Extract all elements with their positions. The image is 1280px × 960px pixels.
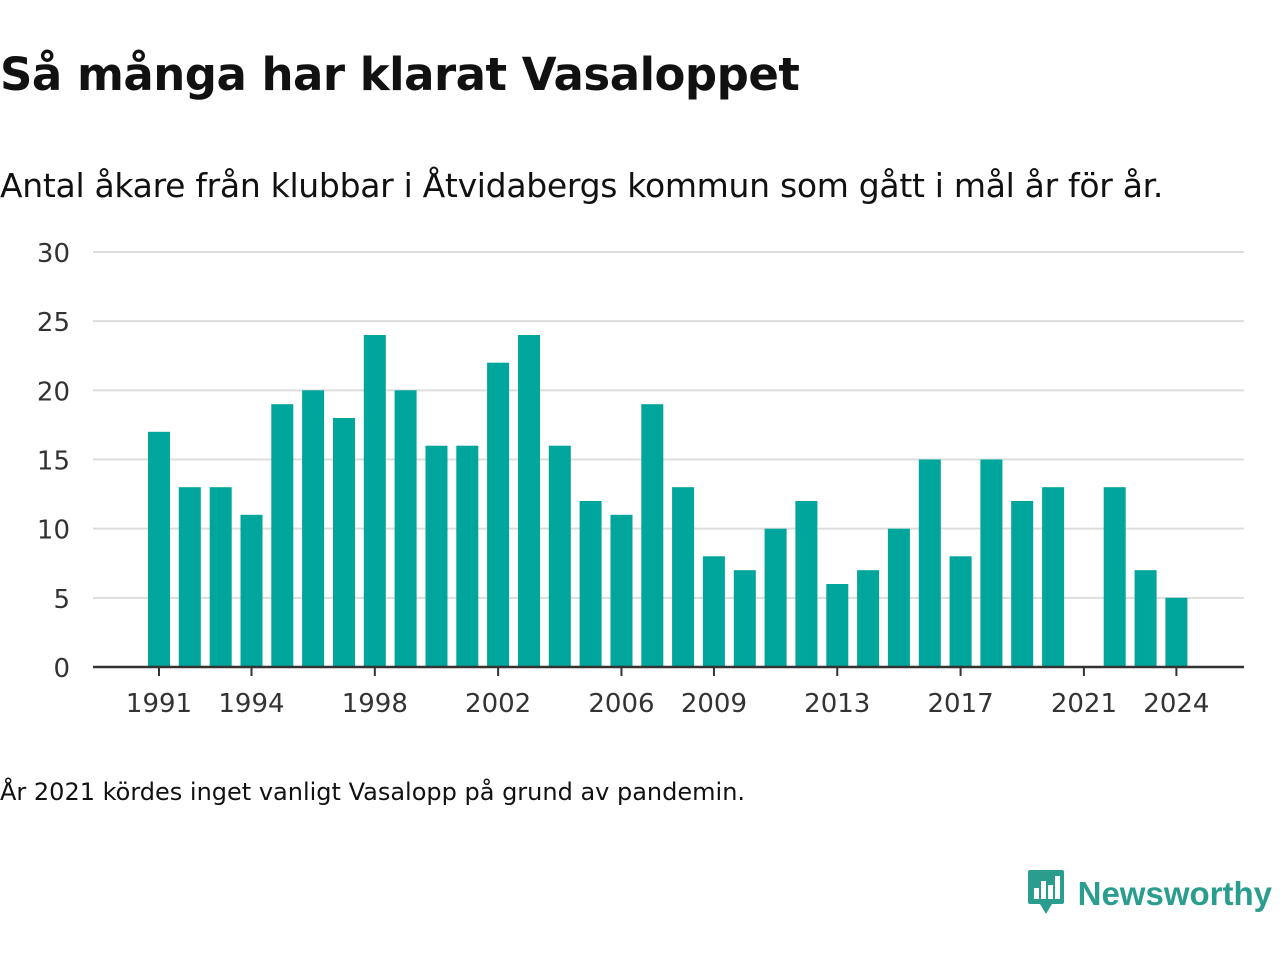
- bar-chart: 0 5 10 15 20 25 30 1991 1994 1998 2002 2006 2009 2013…: [37, 239, 1244, 719]
- y-tick-label: 10: [37, 516, 70, 546]
- x-tick-label: 2013: [804, 689, 870, 719]
- bar-2006: [610, 514, 633, 667]
- bar-2015: [887, 528, 910, 667]
- gridlines: [93, 251, 1244, 599]
- bar-2011: [764, 528, 787, 667]
- bar-1992: [178, 487, 201, 667]
- bar-2023: [1134, 570, 1157, 667]
- bar-2018: [980, 459, 1003, 667]
- bar-2017: [949, 556, 972, 667]
- x-tick-label: 1991: [126, 689, 192, 719]
- y-tick-label: 0: [53, 654, 70, 684]
- x-tick-label: 1994: [218, 689, 284, 719]
- bar-2024: [1165, 597, 1188, 667]
- brand-name: Newsworthy: [1077, 875, 1272, 912]
- y-tick-label: 30: [37, 239, 70, 269]
- bar-2013: [826, 584, 849, 667]
- bar-2002: [487, 362, 510, 667]
- x-tick-label: 2024: [1143, 689, 1209, 719]
- x-tick-label: 2002: [465, 689, 531, 719]
- bar-1997: [333, 418, 355, 667]
- bar-1991: [148, 431, 170, 667]
- bar-2014: [857, 570, 880, 667]
- bar-2009: [702, 556, 725, 667]
- bar-2010: [733, 570, 756, 667]
- bar-2005: [579, 501, 602, 667]
- y-tick-label: 5: [53, 585, 70, 615]
- axes: 0 5 10 15 20 25 30 1991 1994 1998 2002 2006 2009 2013…: [37, 239, 1244, 719]
- x-tick-label: 2006: [588, 689, 654, 719]
- bar-2007: [641, 404, 664, 667]
- bar-2020: [1042, 487, 1065, 667]
- y-tick-label: 15: [37, 447, 70, 477]
- bar-1993: [209, 487, 232, 667]
- bar-1994: [240, 514, 263, 667]
- bar-2022: [1103, 487, 1126, 667]
- bar-1999: [394, 390, 417, 667]
- newsworthy-chart-logo-icon: [1026, 868, 1066, 920]
- y-tick-label: 20: [37, 377, 70, 407]
- bar-1995: [271, 404, 294, 667]
- newsworthy-logo: Newsworthy: [1026, 868, 1272, 920]
- x-tick-label: 2009: [681, 689, 747, 719]
- bar-1996: [302, 390, 325, 667]
- bar-2012: [795, 501, 818, 667]
- bar-2008: [672, 487, 695, 667]
- y-tick-label: 25: [37, 308, 70, 338]
- bar-2016: [918, 459, 941, 667]
- chart-title: Så många har klarat Vasaloppet: [0, 48, 800, 101]
- bar-2019: [1011, 501, 1034, 667]
- x-tick-label: 2021: [1051, 689, 1117, 719]
- bar-2001: [456, 445, 479, 667]
- bars: [148, 335, 1188, 667]
- x-tick-label: 2017: [927, 689, 993, 719]
- bar-2003: [518, 335, 540, 667]
- x-tick-label: 1998: [342, 689, 408, 719]
- chart-footnote: År 2021 kördes inget vanligt Vasalopp på…: [0, 778, 746, 806]
- bar-2004: [548, 445, 571, 667]
- bar-1998: [363, 335, 386, 667]
- bar-2000: [425, 445, 448, 667]
- chart-subtitle: Antal åkare från klubbar i Åtvidabergs k…: [0, 166, 1164, 205]
